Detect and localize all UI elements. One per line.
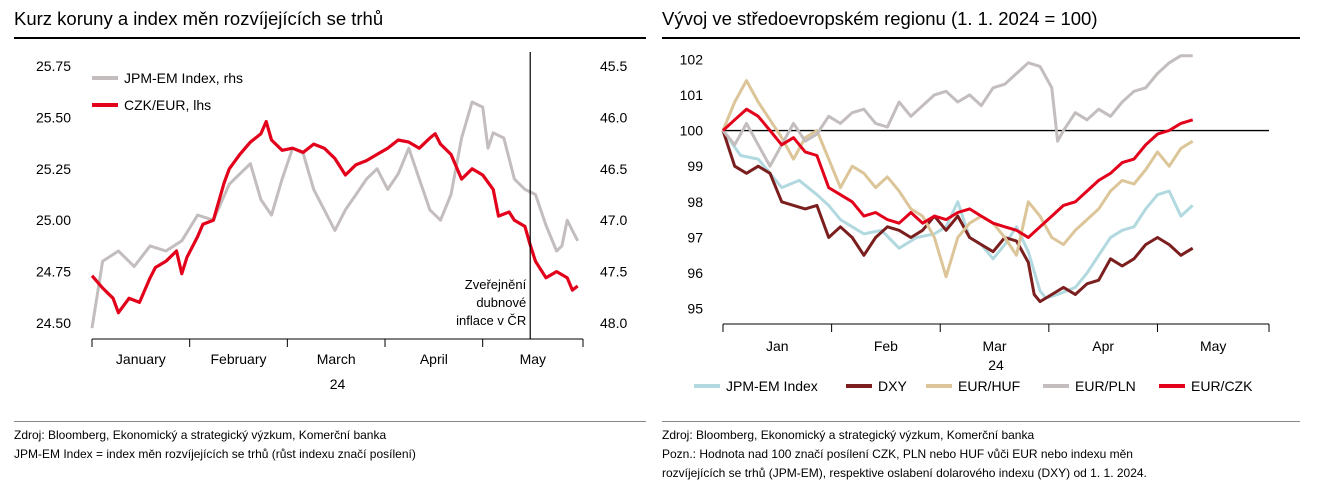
left-x-tick-label: March [317, 351, 356, 367]
right-chart-y-tick-label: 96 [687, 265, 703, 281]
left-y-tick-label: 25.75 [36, 58, 71, 74]
right-x-year-label: 24 [988, 357, 1004, 373]
left-chart-title: Kurz koruny a index měn rozvíjejících se… [14, 8, 384, 29]
right-note-line-1: Pozn.: Hodnota nad 100 značí posílení CZ… [662, 447, 1133, 461]
right-note-line-2: rozvíjejících se trhů (JPM-EM), respekti… [662, 466, 1147, 480]
right-footer-rule [662, 421, 1300, 422]
annotation-label-line: inflace v ČR [456, 313, 526, 328]
right-source-text: Zdroj: Bloomberg, Ekonomický a strategic… [662, 428, 1035, 442]
annotation-label-line: dubnové [476, 295, 526, 310]
right-legend-label-eur-huf: EUR/HUF [958, 378, 1020, 394]
left-legend-label-jpm-em-index-rhs: JPM-EM Index, rhs [124, 70, 243, 86]
left-x-year-label: 24 [330, 376, 346, 392]
left-x-tick-label: May [520, 351, 546, 367]
right-series-dxy [721, 130, 1194, 304]
right-title-rule [662, 37, 1300, 39]
right-series-eur-huf [721, 79, 1194, 279]
right-x-tick-label: May [1200, 338, 1226, 354]
right-chart-y-tick-label: 101 [680, 87, 704, 103]
left-y-tick-label: 24.75 [36, 264, 71, 280]
right-y-tick-label: 46.0 [600, 109, 627, 125]
left-legend-label-czk-eur-lhs: CZK/EUR, lhs [124, 97, 211, 113]
right-chart-y-tick-label: 102 [680, 51, 704, 67]
right-legend-label-jpm-em-index: JPM-EM Index [726, 378, 818, 394]
right-chart-y-tick-label: 95 [687, 301, 703, 317]
right-y-tick-label: 47.0 [600, 212, 627, 228]
right-chart-y-tick-label: 99 [687, 158, 703, 174]
right-series-eur-pln [721, 54, 1193, 168]
left-y-tick-label: 25.25 [36, 161, 71, 177]
right-legend-label-eur-czk: EUR/CZK [1191, 378, 1253, 394]
right-legend-label-dxy: DXY [878, 378, 907, 394]
right-y-tick-label: 48.0 [600, 315, 627, 331]
left-y-tick-label: 25.00 [36, 212, 71, 228]
left-x-tick-label: February [210, 351, 266, 367]
right-legend-label-eur-pln: EUR/PLN [1075, 378, 1136, 394]
right-x-tick-label: Feb [874, 338, 898, 354]
left-footer-rule [14, 421, 646, 422]
left-y-tick-label: 25.50 [36, 109, 71, 125]
right-series-eur-czk [721, 107, 1194, 239]
left-series-czk-eur-lhs [90, 119, 579, 315]
left-source-text: Zdroj: Bloomberg, Ekonomický a strategic… [14, 428, 387, 442]
left-y-tick-label: 24.50 [36, 315, 71, 331]
right-x-tick-label: Apr [1092, 338, 1114, 354]
left-x-tick-label: January [116, 351, 166, 367]
right-x-tick-label: Mar [982, 338, 1006, 354]
right-x-tick-label: Jan [766, 338, 789, 354]
left-x-tick-label: April [420, 351, 448, 367]
right-chart-y-tick-label: 100 [680, 123, 704, 139]
right-chart-y-tick-label: 98 [687, 194, 703, 210]
left-series-jpm-em-index-rhs [90, 100, 580, 329]
annotation-label-line: Zveřejnění [465, 277, 527, 292]
right-series-jpm-em-index [721, 129, 1194, 300]
left-title-rule [14, 37, 646, 39]
left-note-text: JPM-EM Index = index měn rozvíjejících s… [14, 447, 416, 461]
right-y-tick-label: 45.5 [600, 58, 627, 74]
right-y-tick-label: 47.5 [600, 264, 627, 280]
right-chart-y-tick-label: 97 [687, 229, 703, 245]
right-y-tick-label: 46.5 [600, 161, 627, 177]
right-chart-title: Vývoj ve středoevropském regionu (1. 1. … [662, 8, 1098, 29]
